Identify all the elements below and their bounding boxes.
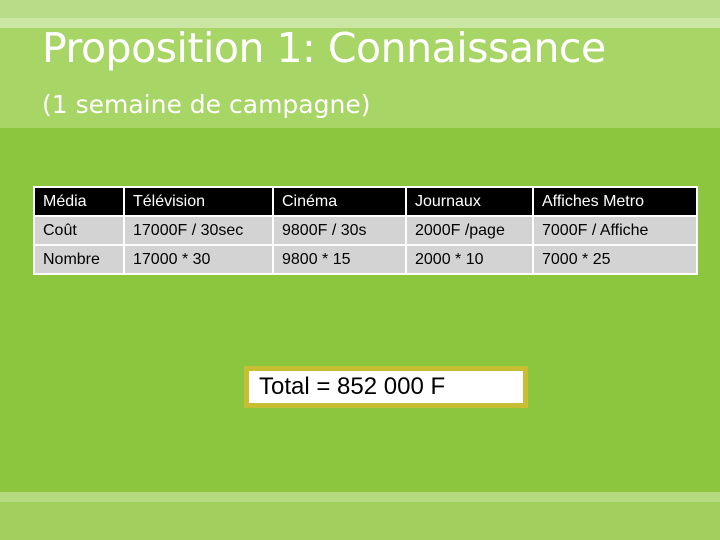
table-cell: 2000 * 10 <box>405 244 534 275</box>
slide-subtitle: (1 semaine de campagne) <box>42 90 371 119</box>
table-cell: Nombre <box>33 244 125 275</box>
table-row-cout: Coût 17000F / 30sec 9800F / 30s 2000F /p… <box>33 215 698 246</box>
slide-title: Proposition 1: Connaissance <box>42 24 606 72</box>
table-cell: 7000 * 25 <box>532 244 698 275</box>
table-header-row: Média Télévision Cinéma Journaux Affiche… <box>33 186 698 217</box>
top-decor-stripe <box>0 0 720 18</box>
header-cell-cinema: Cinéma <box>272 186 407 217</box>
table-cell: 17000 * 30 <box>123 244 274 275</box>
table-cell: 7000F / Affiche <box>532 215 698 246</box>
table-cell: Coût <box>33 215 125 246</box>
top-decor-stripe-light <box>0 18 720 28</box>
header-cell-television: Télévision <box>123 186 274 217</box>
header-cell-media: Média <box>33 186 125 217</box>
title-band <box>0 28 720 128</box>
table-row-nombre: Nombre 17000 * 30 9800 * 15 2000 * 10 70… <box>33 244 698 275</box>
bottom-decor-stripe-light <box>0 492 720 502</box>
media-cost-table: Média Télévision Cinéma Journaux Affiche… <box>33 186 698 275</box>
table-cell: 17000F / 30sec <box>123 215 274 246</box>
table-cell: 9800 * 15 <box>272 244 407 275</box>
header-cell-affiches-metro: Affiches Metro <box>532 186 698 217</box>
header-cell-journaux: Journaux <box>405 186 534 217</box>
table-cell: 9800F / 30s <box>272 215 407 246</box>
table-cell: 2000F /page <box>405 215 534 246</box>
bottom-decor-stripe <box>0 502 720 540</box>
total-text-box: Total = 852 000 F <box>244 366 528 408</box>
